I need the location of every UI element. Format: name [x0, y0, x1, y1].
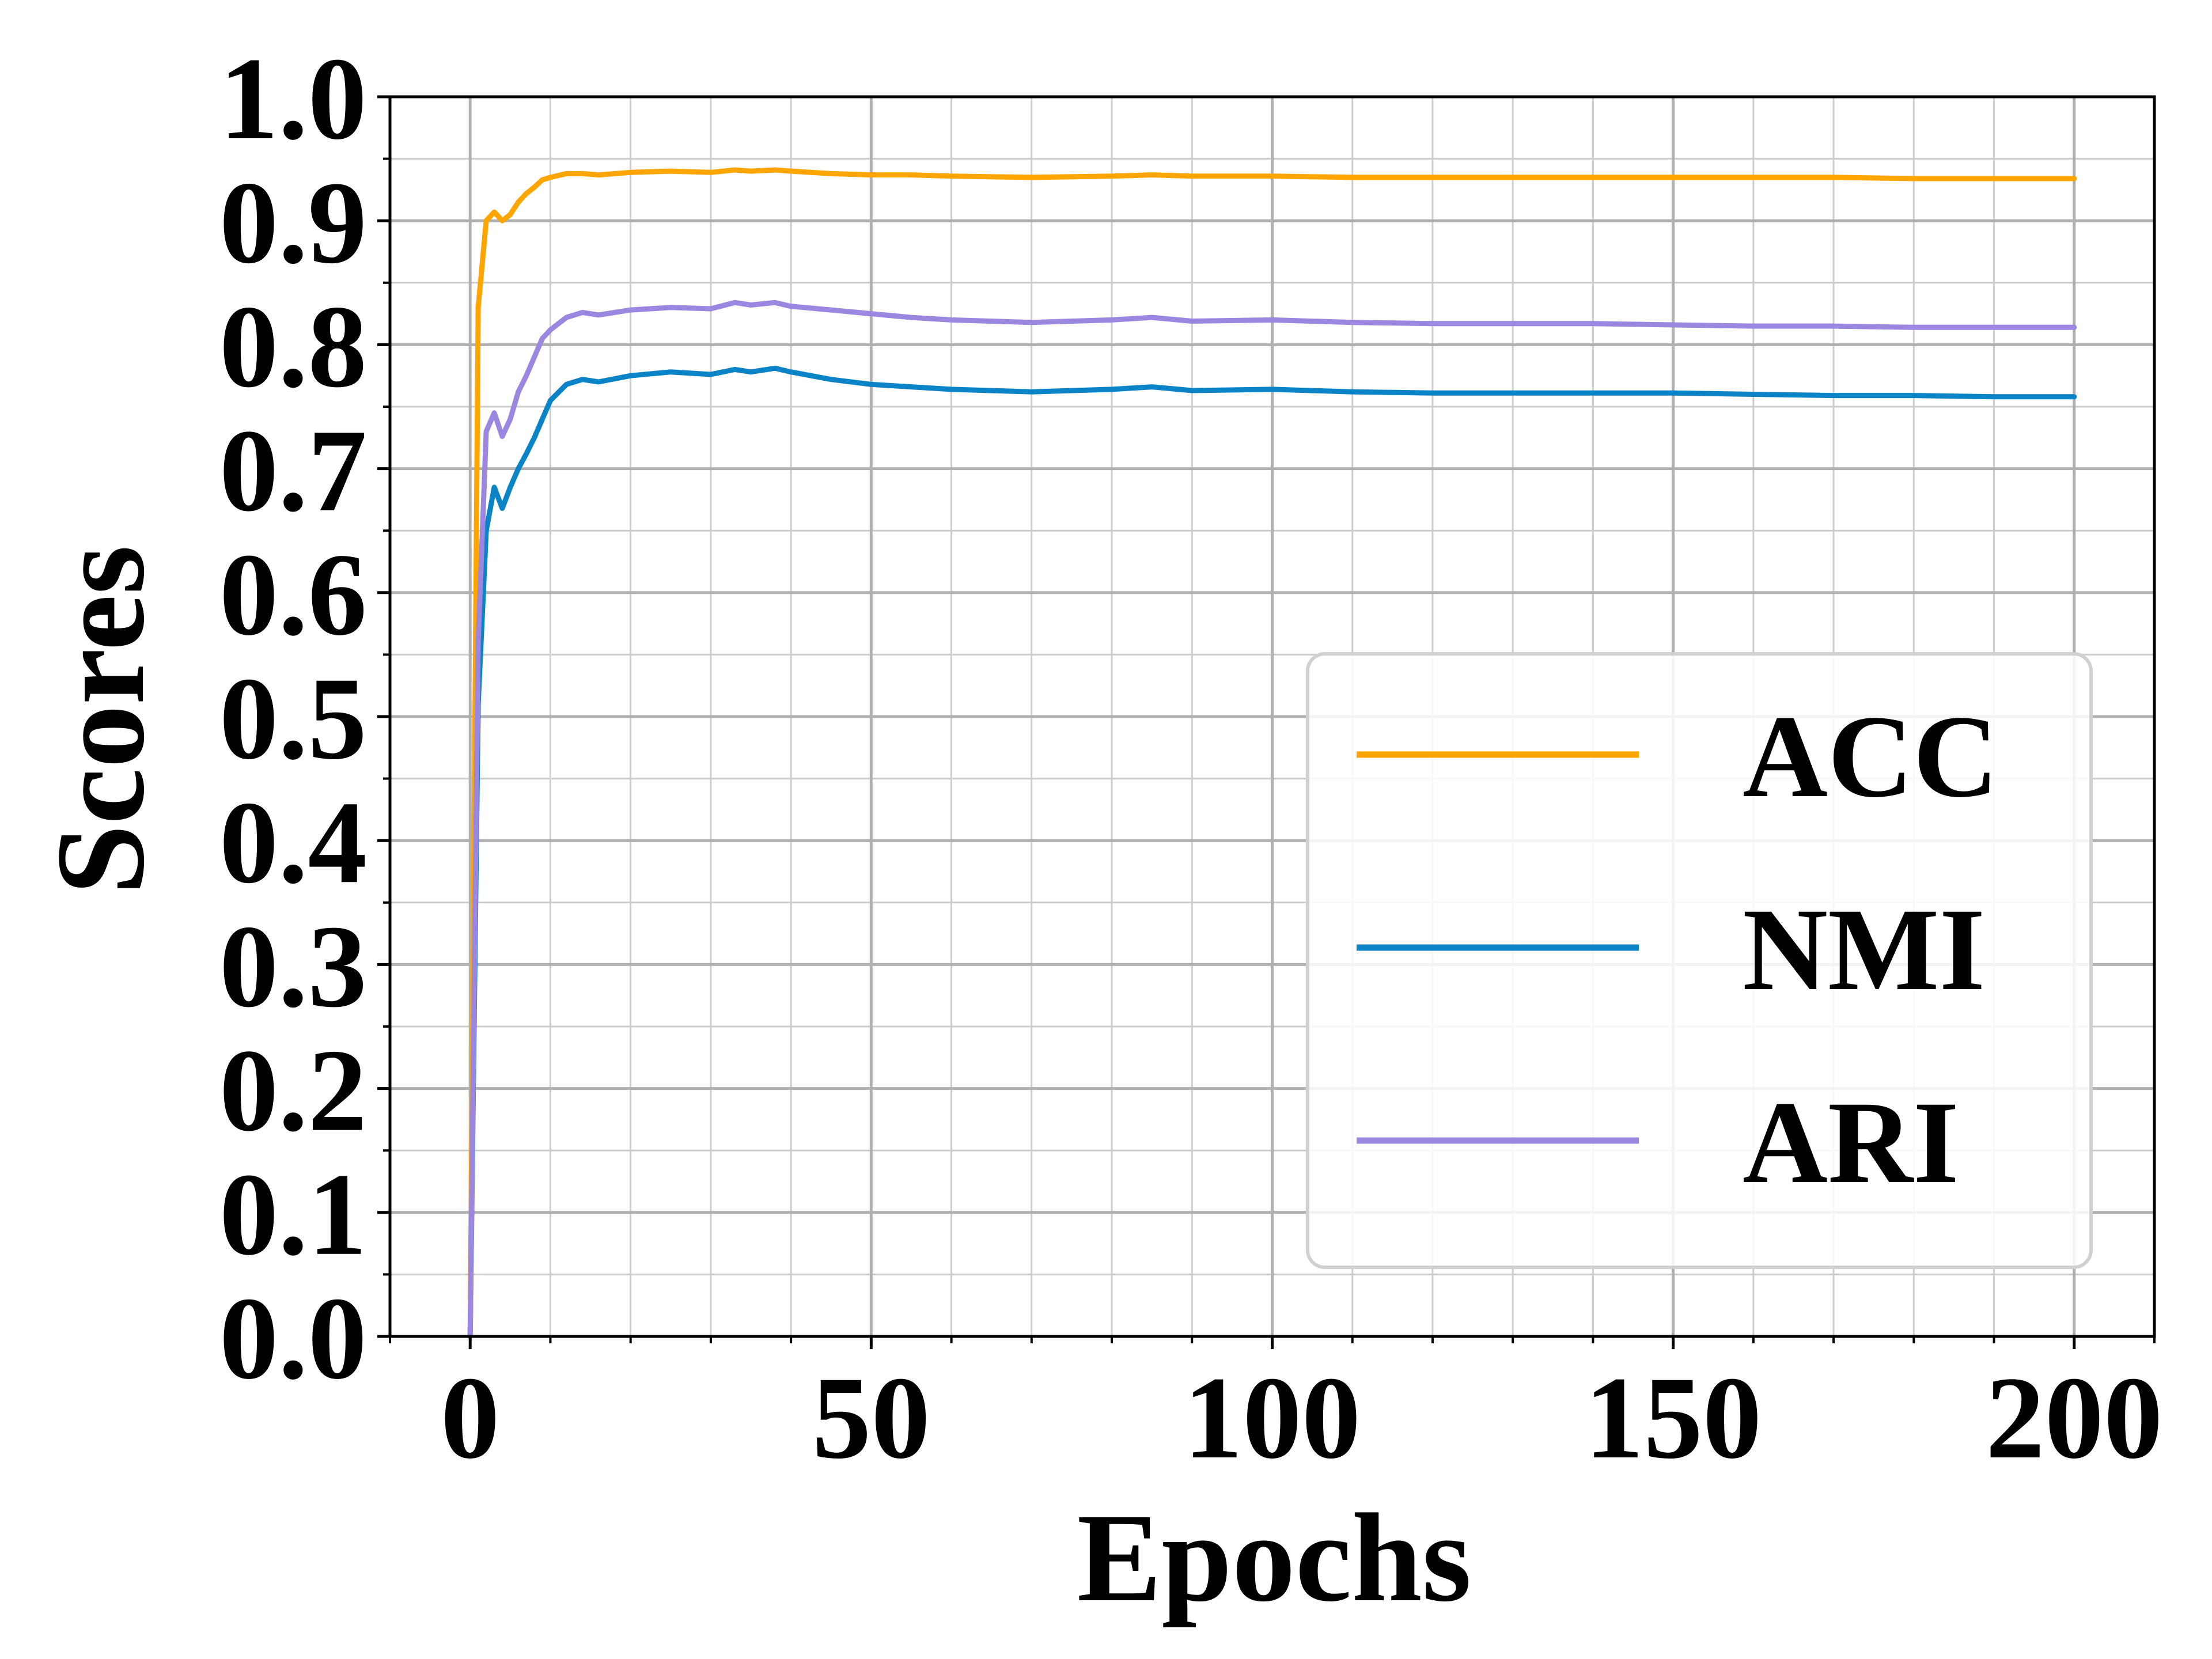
legend: ACC NMI ARI [1306, 652, 2093, 1269]
x-axis-label: Epochs [1077, 1487, 1472, 1628]
y-tick-label: 0.2 [219, 1025, 367, 1156]
y-tick-label: 0.5 [219, 653, 367, 784]
y-tick-label: 0.9 [219, 157, 367, 288]
series-line-acc [467, 167, 2077, 1339]
y-tick-label: 0.0 [219, 1273, 367, 1404]
y-tick-label: 0.6 [219, 529, 367, 660]
y-tick-label: 0.3 [219, 901, 367, 1032]
legend-label-ari: ARI [1743, 1077, 1959, 1208]
y-tick-label: 0.8 [219, 281, 367, 412]
y-axis-label: Scores [30, 546, 171, 895]
y-tick-label: 0.4 [219, 777, 367, 908]
series-lines [467, 167, 2077, 1339]
x-tick-label: 150 [1585, 1353, 1762, 1483]
y-tick-label: 1.0 [219, 33, 367, 164]
x-tick-label: 50 [812, 1353, 930, 1483]
y-tick-label: 0.1 [219, 1149, 367, 1280]
x-tick-label: 100 [1184, 1353, 1361, 1483]
legend-label-acc: ACC [1743, 691, 1998, 822]
y-tick-label: 0.7 [219, 406, 367, 536]
legend-box [1306, 652, 2093, 1269]
legend-label-nmi: NMI [1743, 884, 1985, 1015]
series-line-nmi [467, 365, 2077, 1339]
tick-labels: 0.00.10.20.30.40.50.60.70.80.91.0 0 50 100 1… [219, 33, 2163, 1483]
axis-ticks [377, 95, 2156, 1349]
series-line-ari [467, 300, 2077, 1339]
x-tick-label: 0 [441, 1353, 500, 1483]
x-tick-label: 200 [1986, 1353, 2163, 1483]
